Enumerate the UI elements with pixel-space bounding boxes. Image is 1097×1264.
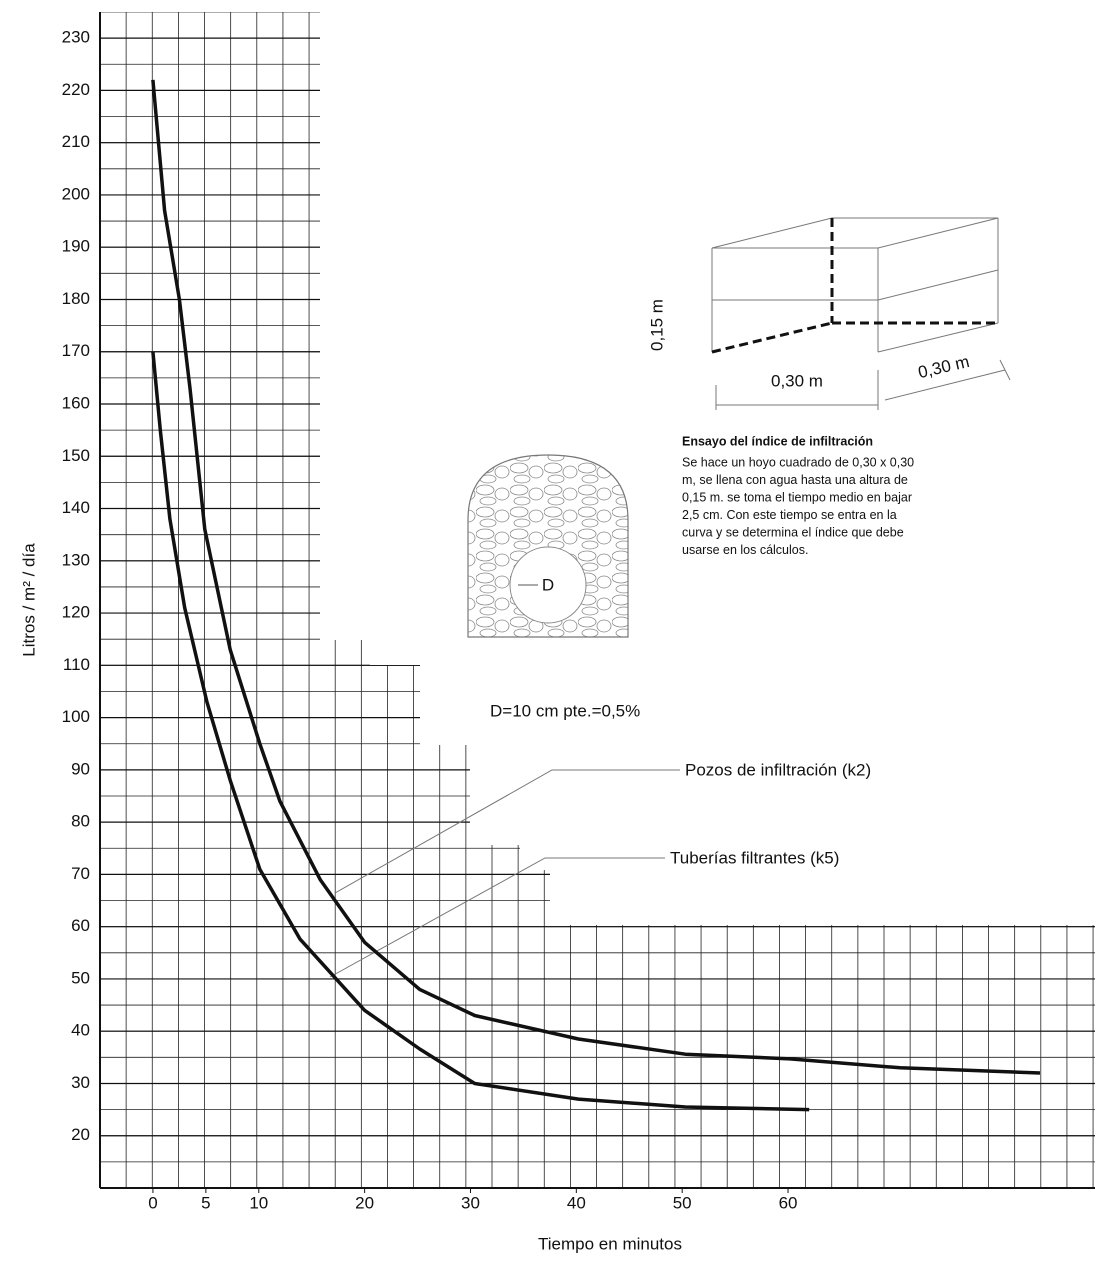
y-tick-label: 230 bbox=[62, 28, 90, 47]
depth-dim: 0,30 m bbox=[916, 352, 971, 382]
pipe-label: D bbox=[542, 575, 554, 594]
trench bbox=[467, 454, 629, 638]
test-text-line: m, se llena con agua hasta una altura de bbox=[682, 473, 908, 487]
y-tick-label: 130 bbox=[62, 550, 90, 569]
y-tick-label: 150 bbox=[62, 446, 90, 465]
x-tick-label: 10 bbox=[249, 1193, 268, 1212]
pipe-spec: D=10 cm pte.=0,5% bbox=[490, 701, 640, 720]
series-label: Tuberías filtrantes (k5) bbox=[670, 848, 839, 867]
series-label: Pozos de infiltración (k2) bbox=[685, 760, 871, 779]
height-dim: 0,15 m bbox=[647, 299, 666, 351]
test-title: Ensayo del índice de infiltración bbox=[682, 434, 873, 448]
y-tick-label: 40 bbox=[71, 1021, 90, 1040]
y-tick-label: 20 bbox=[71, 1125, 90, 1144]
x-tick-label: 5 bbox=[201, 1193, 210, 1212]
x-axis-title: Tiempo en minutos bbox=[538, 1234, 682, 1253]
x-tick-label: 0 bbox=[148, 1193, 157, 1212]
x-tick-label: 20 bbox=[355, 1193, 374, 1212]
test-box bbox=[711, 217, 1011, 410]
y-tick-label: 160 bbox=[62, 393, 90, 412]
y-tick-label: 210 bbox=[62, 132, 90, 151]
leader bbox=[329, 857, 665, 978]
hidden-edges bbox=[711, 218, 998, 354]
y-tick-label: 70 bbox=[71, 864, 90, 883]
width-dim: 0,30 m bbox=[771, 371, 823, 390]
y-tick-label: 220 bbox=[62, 80, 90, 99]
series-line bbox=[151, 79, 1041, 1075]
y-tick-label: 120 bbox=[62, 603, 90, 622]
leader bbox=[334, 769, 680, 894]
series-line bbox=[151, 351, 810, 1112]
x-tick-label: 40 bbox=[567, 1193, 586, 1212]
y-tick-label: 140 bbox=[62, 498, 90, 517]
test-text-line: 2,5 cm. Con este tiempo se entra en la bbox=[682, 508, 897, 522]
test-text-line: Se hace un hoyo cuadrado de 0,30 x 0,30 bbox=[682, 455, 914, 469]
y-tick-label: 60 bbox=[71, 916, 90, 935]
test-text-line: 0,15 m. se toma el tiempo medio en bajar bbox=[682, 490, 912, 504]
pipe bbox=[509, 546, 587, 624]
y-tick-label: 30 bbox=[71, 1073, 90, 1092]
y-tick-label: 200 bbox=[62, 184, 90, 203]
y-tick-label: 170 bbox=[62, 341, 90, 360]
test-text-line: usarse en los cálculos. bbox=[682, 543, 808, 557]
y-tick-label: 100 bbox=[62, 707, 90, 726]
y-tick-label: 180 bbox=[62, 289, 90, 308]
x-tick-label: 60 bbox=[779, 1193, 798, 1212]
y-tick-label: 190 bbox=[62, 237, 90, 256]
test-text-line: curva y se determina el índice que debe bbox=[682, 525, 904, 539]
y-tick-label: 90 bbox=[71, 759, 90, 778]
test-text: Se hace un hoyo cuadrado de 0,30 x 0,30 m… bbox=[682, 455, 914, 557]
y-tick-label: 110 bbox=[63, 655, 90, 674]
y-tick-label: 80 bbox=[71, 812, 90, 831]
x-tick-label: 30 bbox=[461, 1193, 480, 1212]
y-tick-label: 50 bbox=[71, 968, 90, 987]
x-tick-label: 50 bbox=[673, 1193, 692, 1212]
y-axis-title: Litros / m² / día bbox=[19, 543, 38, 657]
